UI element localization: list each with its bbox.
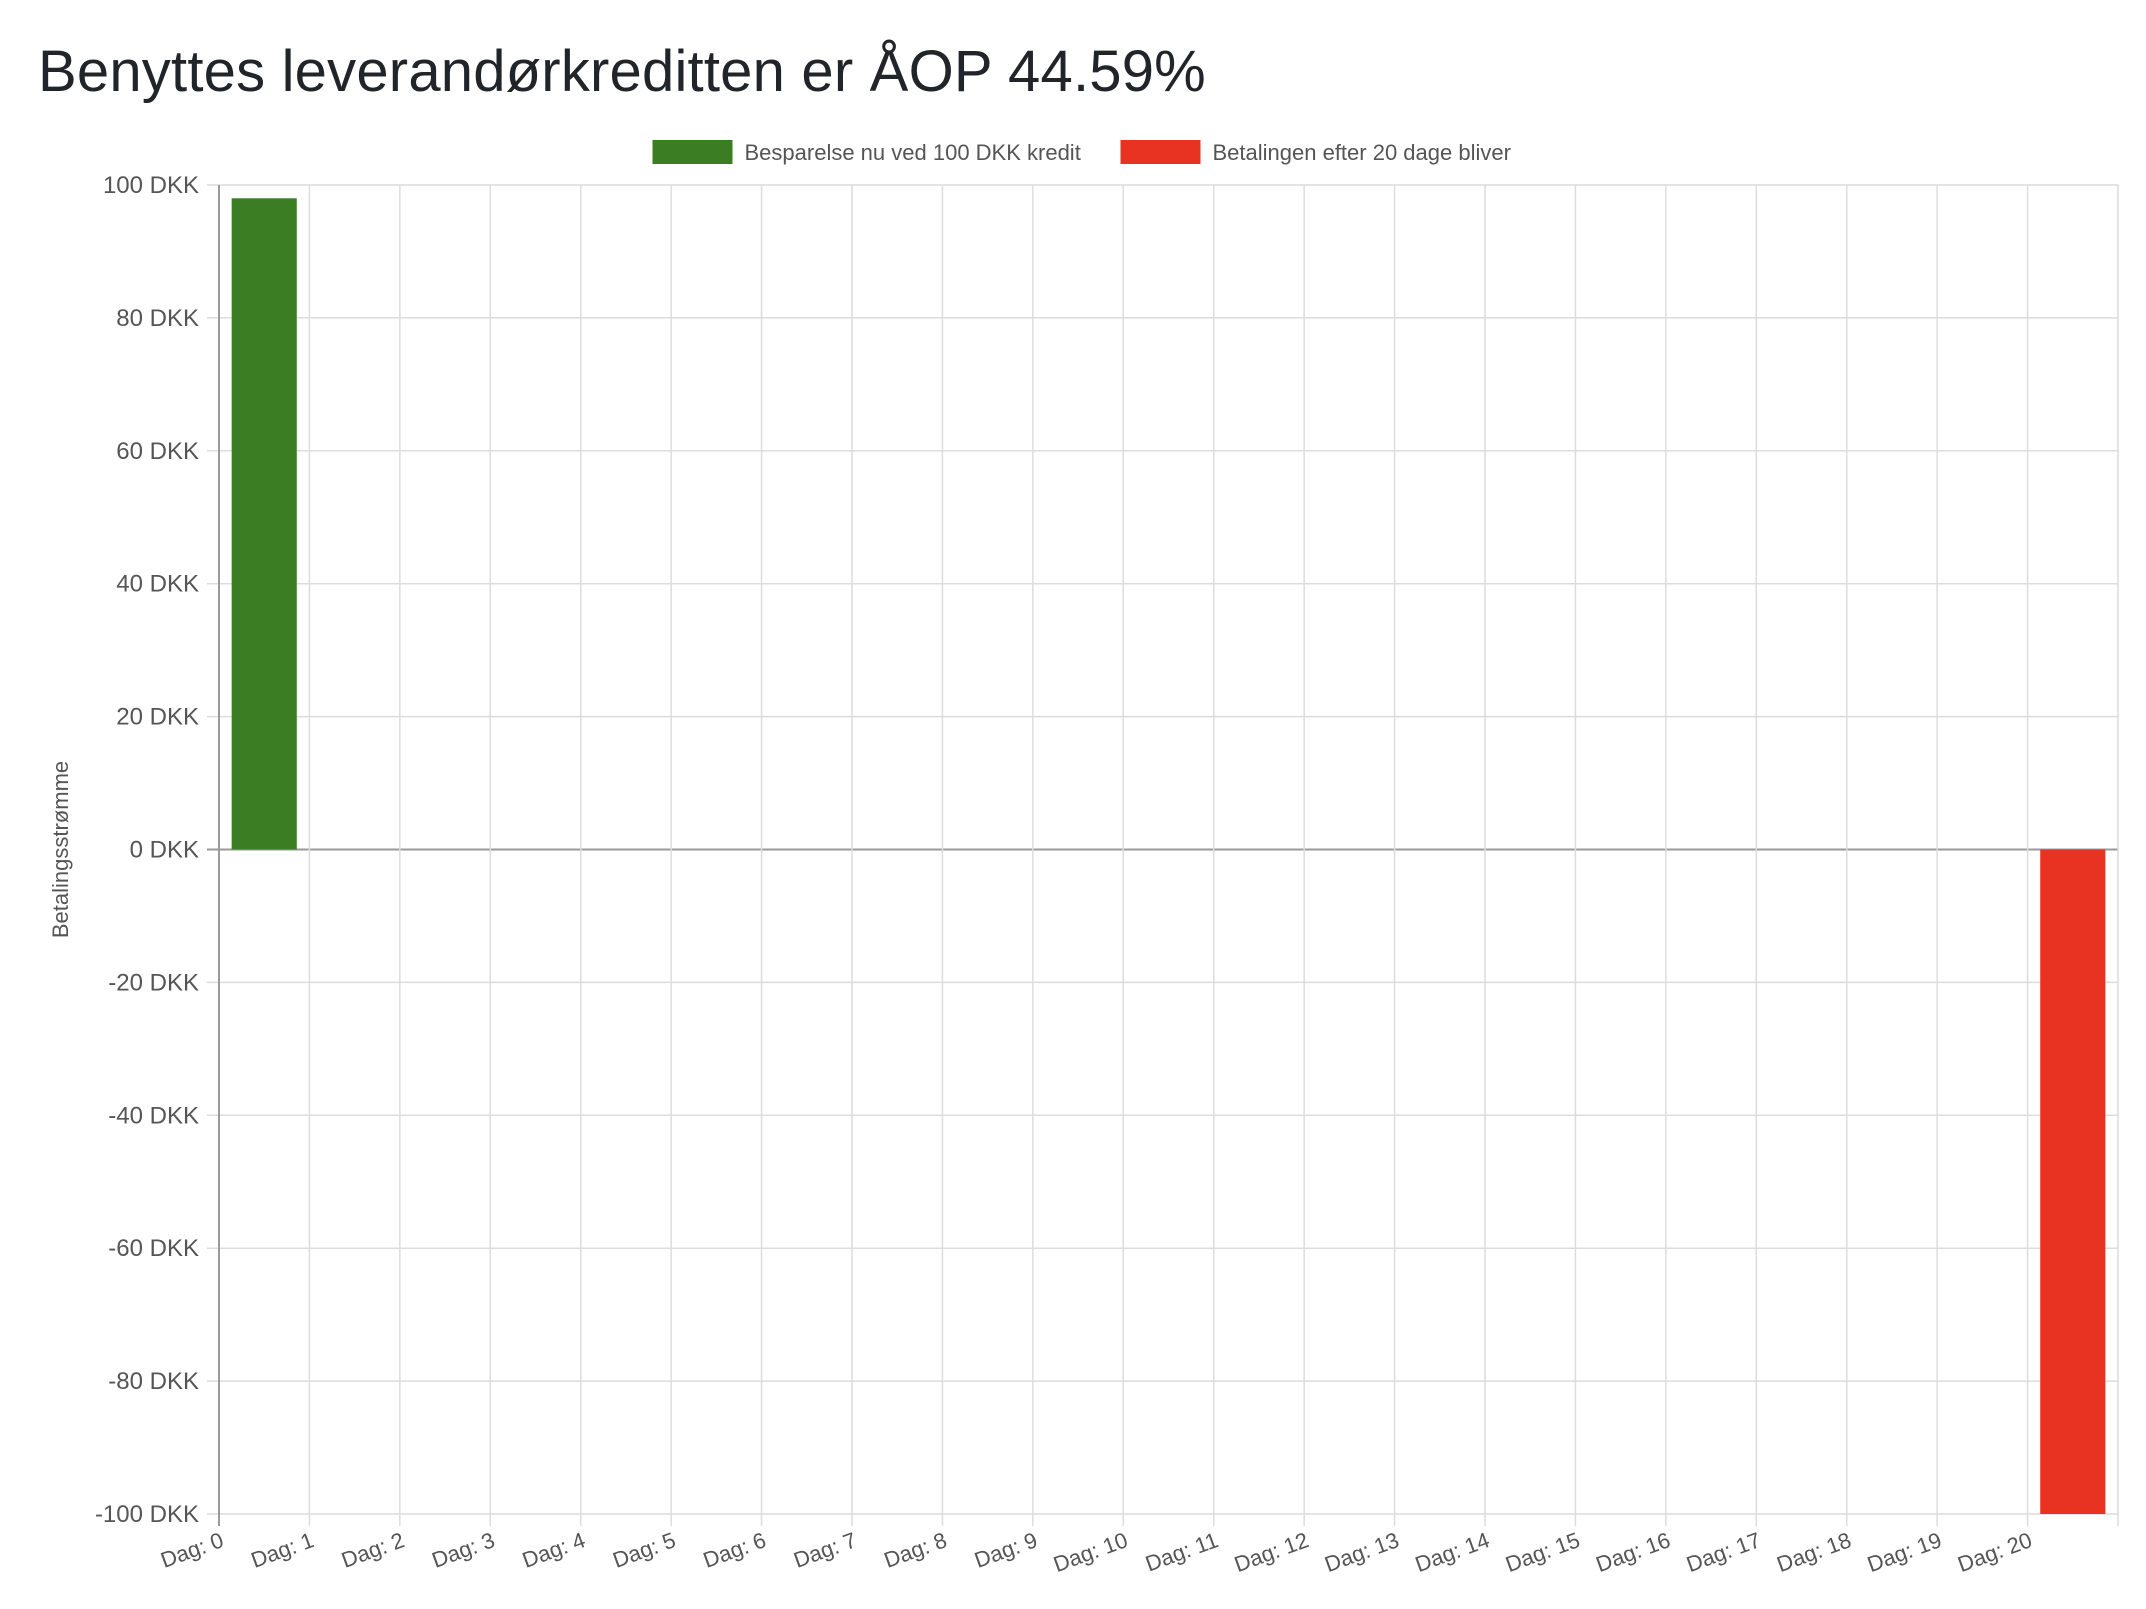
page-title: Benyttes leverandørkreditten er ÅOP 44.5… — [38, 39, 1206, 104]
legend-swatch — [1120, 140, 1201, 164]
y-tick-label: -40 DKK — [108, 1102, 199, 1129]
legend-swatch — [652, 140, 733, 164]
y-tick-label: -60 DKK — [108, 1235, 199, 1262]
x-tick-label: Dag: 1 — [248, 1527, 317, 1573]
x-tick-label: Dag: 12 — [1231, 1527, 1312, 1577]
y-tick-label: 40 DKK — [116, 571, 199, 598]
y-tick-label: 0 DKK — [130, 837, 199, 864]
x-tick-label: Dag: 15 — [1502, 1527, 1583, 1577]
bar-chart: -100 DKK -80 DKK -60 DKK -40 DKK -20 DKK 0 DK… — [48, 140, 2119, 1577]
y-tick-label: -20 DKK — [108, 969, 199, 996]
legend-label: Betalingen efter 20 dage bliver — [1213, 140, 1511, 165]
x-tick-label: Dag: 7 — [790, 1527, 859, 1573]
x-tick-label: Dag: 14 — [1412, 1527, 1493, 1577]
x-tick-label: Dag: 11 — [1142, 1527, 1221, 1576]
chart-container: -100 DKK -80 DKK -60 DKK -40 DKK -20 DKK 0 DK… — [0, 120, 2146, 1604]
x-tick-label: Dag: 19 — [1864, 1527, 1945, 1577]
x-tick-label: Dag: 18 — [1773, 1527, 1854, 1577]
grid-layer — [207, 184, 2119, 1526]
x-tick-label: Dag: 8 — [881, 1527, 950, 1573]
x-tick-label: Dag: 16 — [1593, 1527, 1674, 1577]
x-tick-label: Dag: 2 — [338, 1527, 407, 1573]
bars-layer — [231, 198, 2106, 1514]
x-tick-label: Dag: 0 — [157, 1527, 226, 1573]
x-tick-label: Dag: 17 — [1683, 1527, 1764, 1577]
legend-label: Besparelse nu ved 100 DKK kredit — [745, 140, 1081, 165]
x-tick-label: Dag: 5 — [609, 1527, 678, 1573]
bar-savings — [231, 198, 297, 850]
y-tick-label: 100 DKK — [103, 172, 199, 199]
bar-payment — [2040, 849, 2106, 1514]
legend: Besparelse nu ved 100 DKK kredit Betaling… — [652, 140, 1511, 165]
y-tick-label: 20 DKK — [116, 704, 199, 731]
x-tick-label: Dag: 13 — [1321, 1527, 1402, 1577]
axes-layer: -100 DKK -80 DKK -60 DKK -40 DKK -20 DKK 0 DK… — [48, 172, 2035, 1577]
y-axis-title: Betalingsstrømme — [48, 761, 73, 938]
x-tick-label: Dag: 9 — [971, 1527, 1040, 1573]
y-tick-label: -80 DKK — [108, 1368, 199, 1395]
x-tick-label: Dag: 20 — [1954, 1527, 2035, 1577]
x-tick-label: Dag: 3 — [429, 1527, 498, 1573]
x-tick-label: Dag: 10 — [1050, 1527, 1131, 1577]
y-tick-label: 60 DKK — [116, 438, 199, 465]
x-tick-label: Dag: 6 — [700, 1527, 769, 1573]
y-tick-label: 80 DKK — [116, 305, 199, 332]
y-tick-label: -100 DKK — [95, 1501, 199, 1528]
x-tick-label: Dag: 4 — [519, 1527, 588, 1573]
